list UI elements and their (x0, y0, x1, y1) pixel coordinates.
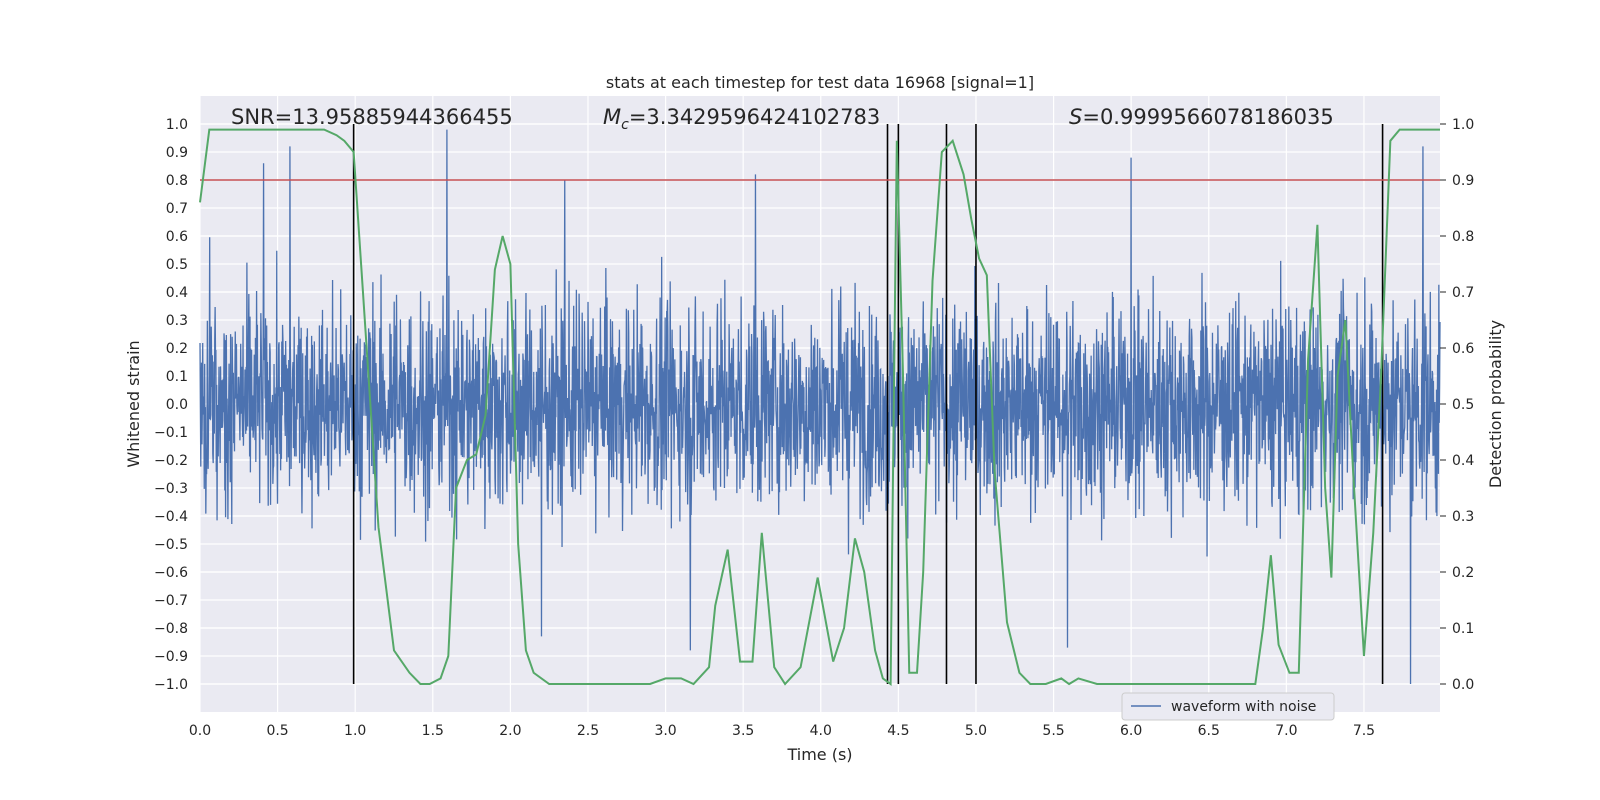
x-tick-label: 7.5 (1353, 723, 1375, 739)
x-tick-label: 4.0 (810, 723, 832, 739)
y-tick-label: 0.4 (166, 285, 188, 301)
y-tick-label: 0.5 (166, 257, 188, 273)
x-tick-label: 5.0 (965, 723, 987, 739)
x-tick-label: 5.5 (1042, 723, 1064, 739)
y-tick-label: 1.0 (166, 117, 188, 133)
y2-axis-ticks: 1.0 0.9 0.8 0.7 0.6 0.5 0.4 0.3 0.2 0.1 0.0 (1440, 117, 1474, 693)
y-tick-label: 0.1 (166, 369, 188, 385)
y2-tick-label: 0.3 (1452, 509, 1474, 525)
y2-tick-label: 0.6 (1452, 341, 1474, 357)
x-tick-label: 2.5 (577, 723, 599, 739)
y2-tick-label: 0.2 (1452, 565, 1474, 581)
chirp-mass-value: =3.3429596424102783 (629, 105, 880, 129)
x-tick-label: 4.5 (887, 723, 909, 739)
x-tick-label: 0.0 (189, 723, 211, 739)
y2-tick-label: 0.1 (1452, 621, 1474, 637)
detection-probability-line (199, 128, 1440, 686)
detection-probability-series (199, 128, 1440, 686)
x-tick-label: 6.0 (1120, 723, 1142, 739)
y-tick-label: −0.6 (154, 565, 188, 581)
y-tick-label: 0.2 (166, 341, 188, 357)
legend-box (1121, 692, 1335, 721)
x-tick-label: 2.0 (499, 723, 521, 739)
y2-tick-label: 0.5 (1452, 397, 1474, 413)
y-tick-label: 0.8 (166, 173, 188, 189)
legend: waveform with noise (1121, 692, 1335, 721)
x-tick-label: 7.0 (1275, 723, 1297, 739)
x-tick-label: 3.5 (732, 723, 754, 739)
s-symbol: S (1069, 105, 1082, 129)
y-tick-label: −0.9 (154, 649, 188, 665)
s-annotation: S=0.9999566078186035 (1069, 105, 1334, 129)
x-axis-label: Time (s) (786, 745, 852, 764)
y-tick-label: −0.7 (154, 593, 188, 609)
chirp-mass-subscript: c (621, 117, 629, 133)
y-tick-label: 0.7 (166, 201, 188, 217)
x-tick-label: 1.5 (422, 723, 444, 739)
s-value: =0.9999566078186035 (1082, 105, 1333, 129)
x-tick-label: 6.5 (1198, 723, 1220, 739)
y2-axis-label: Detection probability (1486, 320, 1505, 488)
y2-tick-label: 0.0 (1452, 677, 1474, 693)
y2-tick-label: 0.7 (1452, 285, 1474, 301)
y-tick-label: −1.0 (154, 677, 188, 693)
y-tick-label: −0.3 (154, 481, 188, 497)
y2-tick-label: 0.9 (1452, 173, 1474, 189)
chart-title: stats at each timestep for test data 169… (606, 73, 1034, 92)
y-tick-label: −0.1 (154, 425, 188, 441)
x-tick-label: 3.0 (654, 723, 676, 739)
y-tick-label: 0.6 (166, 229, 188, 245)
y2-tick-label: 1.0 (1452, 117, 1474, 133)
x-tick-label: 0.5 (266, 723, 288, 739)
x-axis-ticks: 0.0 0.5 1.0 1.5 2.0 2.5 3.0 3.5 4.0 4.5 5.0 5.5 6.0 6… (189, 723, 1375, 739)
waveform-noise-series (199, 129, 1441, 685)
y-axis-ticks: 1.0 0.9 0.8 0.7 0.6 0.5 0.4 0.3 0.2 0.1 0.0 −0.1 −0.… (154, 117, 188, 693)
snr-annotation: SNR=13.95885944366455 (231, 105, 513, 129)
x-tick-label: 1.0 (344, 723, 366, 739)
chirp-mass-annotation: Mc=3.3429596424102783 (603, 105, 880, 133)
y-tick-label: 0.0 (166, 397, 188, 413)
y-tick-label: 0.9 (166, 145, 188, 161)
y-tick-label: −0.4 (154, 509, 188, 525)
y-tick-label: 0.3 (166, 313, 188, 329)
y-axis-label: Whitened strain (124, 340, 143, 467)
y2-tick-label: 0.4 (1452, 453, 1474, 469)
waveform-noise-line (199, 129, 1441, 685)
y-tick-label: −0.5 (154, 537, 188, 553)
legend-label-waveform: waveform with noise (1171, 699, 1316, 715)
y-tick-label: −0.8 (154, 621, 188, 637)
chirp-mass-symbol: M (603, 105, 621, 129)
y2-tick-label: 0.8 (1452, 229, 1474, 245)
y-tick-label: −0.2 (154, 453, 188, 469)
